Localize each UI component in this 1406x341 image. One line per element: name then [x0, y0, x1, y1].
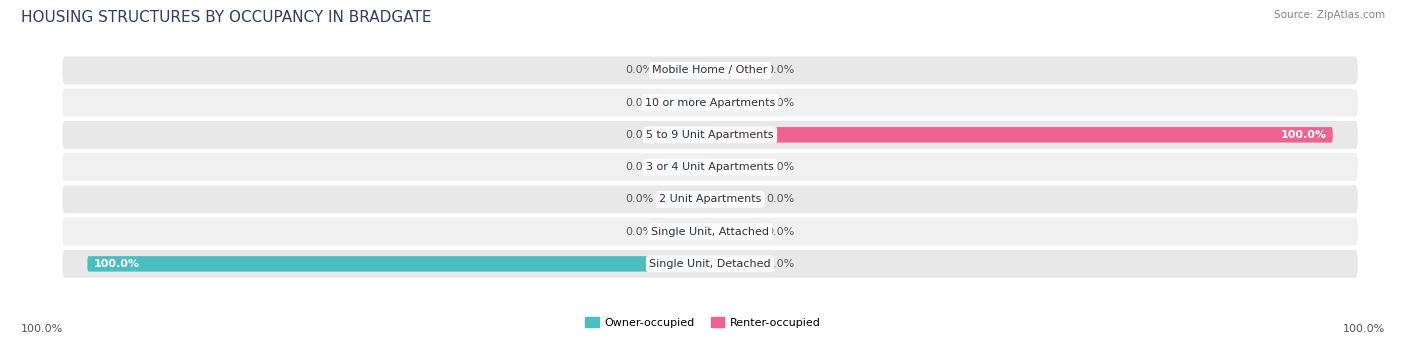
Text: 0.0%: 0.0% — [626, 162, 654, 172]
Text: 100.0%: 100.0% — [1281, 130, 1326, 140]
Text: 3 or 4 Unit Apartments: 3 or 4 Unit Apartments — [647, 162, 773, 172]
Text: Mobile Home / Other: Mobile Home / Other — [652, 65, 768, 75]
Text: 0.0%: 0.0% — [766, 98, 794, 107]
FancyBboxPatch shape — [62, 57, 1358, 84]
FancyBboxPatch shape — [62, 186, 1358, 213]
FancyBboxPatch shape — [62, 89, 1358, 116]
FancyBboxPatch shape — [710, 224, 759, 239]
Text: Single Unit, Attached: Single Unit, Attached — [651, 227, 769, 237]
Text: 100.0%: 100.0% — [1343, 324, 1385, 334]
Text: 5 to 9 Unit Apartments: 5 to 9 Unit Apartments — [647, 130, 773, 140]
FancyBboxPatch shape — [710, 63, 759, 78]
Text: 0.0%: 0.0% — [766, 227, 794, 237]
FancyBboxPatch shape — [661, 63, 710, 78]
Text: Source: ZipAtlas.com: Source: ZipAtlas.com — [1274, 10, 1385, 20]
Text: 100.0%: 100.0% — [21, 324, 63, 334]
Text: 2 Unit Apartments: 2 Unit Apartments — [659, 194, 761, 204]
FancyBboxPatch shape — [710, 192, 759, 207]
Text: 0.0%: 0.0% — [766, 65, 794, 75]
Text: 0.0%: 0.0% — [626, 65, 654, 75]
Text: 100.0%: 100.0% — [94, 259, 139, 269]
FancyBboxPatch shape — [661, 127, 710, 143]
FancyBboxPatch shape — [661, 192, 710, 207]
FancyBboxPatch shape — [710, 159, 759, 175]
Text: 0.0%: 0.0% — [626, 194, 654, 204]
FancyBboxPatch shape — [710, 95, 759, 110]
Text: HOUSING STRUCTURES BY OCCUPANCY IN BRADGATE: HOUSING STRUCTURES BY OCCUPANCY IN BRADG… — [21, 10, 432, 25]
Text: 0.0%: 0.0% — [766, 162, 794, 172]
FancyBboxPatch shape — [87, 256, 710, 271]
Text: 0.0%: 0.0% — [766, 194, 794, 204]
FancyBboxPatch shape — [62, 218, 1358, 246]
Text: 0.0%: 0.0% — [626, 227, 654, 237]
Text: 0.0%: 0.0% — [766, 259, 794, 269]
Text: 0.0%: 0.0% — [626, 98, 654, 107]
Text: Single Unit, Detached: Single Unit, Detached — [650, 259, 770, 269]
FancyBboxPatch shape — [62, 250, 1358, 278]
FancyBboxPatch shape — [710, 256, 759, 271]
FancyBboxPatch shape — [661, 159, 710, 175]
FancyBboxPatch shape — [710, 127, 1333, 143]
FancyBboxPatch shape — [62, 153, 1358, 181]
FancyBboxPatch shape — [661, 95, 710, 110]
Text: 0.0%: 0.0% — [626, 130, 654, 140]
FancyBboxPatch shape — [661, 224, 710, 239]
FancyBboxPatch shape — [62, 121, 1358, 149]
Text: 10 or more Apartments: 10 or more Apartments — [645, 98, 775, 107]
Legend: Owner-occupied, Renter-occupied: Owner-occupied, Renter-occupied — [581, 312, 825, 332]
